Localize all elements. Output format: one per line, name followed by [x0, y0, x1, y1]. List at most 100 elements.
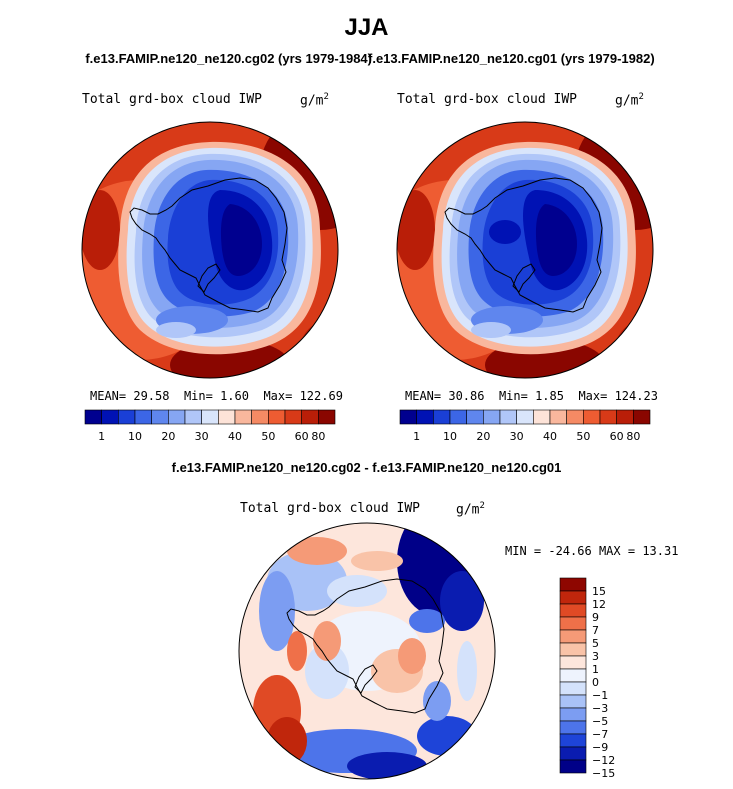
colorbar-swatch	[218, 409, 236, 425]
colorbar-tick-label: 10	[443, 430, 457, 443]
coastline	[197, 263, 221, 293]
panel2-stats: MEAN= 30.86 Min= 1.85 Max= 124.23	[405, 389, 658, 403]
colorbar-tick-label: 40	[228, 430, 242, 443]
colorbar-swatch	[559, 590, 587, 605]
panel1-colorbar: 1 10 20 30 40 50 60 80	[84, 409, 336, 443]
field-fill	[287, 537, 347, 565]
panel1-var-title: Total grd-box cloud IWP	[82, 92, 263, 107]
colorbar-swatch	[559, 759, 587, 774]
colorbar-swatch	[134, 409, 152, 425]
colorbar-swatch	[559, 655, 587, 670]
field-layer	[82, 122, 338, 378]
field-layer	[397, 122, 653, 378]
colorbar-swatch	[533, 409, 551, 425]
panel2-units: g/m2	[615, 92, 644, 108]
panel3-min-label: MIN =	[505, 544, 542, 558]
panel1-units: g/m2	[300, 92, 329, 108]
case-right-title: f.e13.FAMIP.ne120_ne120.cg01 (yrs 1979-1…	[368, 51, 655, 66]
panel3-max: 13.31	[642, 544, 679, 558]
panel1-map	[81, 121, 339, 379]
colorbar-swatch	[559, 733, 587, 748]
colorbar-tick-label: −3	[592, 702, 608, 715]
colorbar-tick-label: −5	[592, 715, 608, 728]
panel3-units-base: g/m	[456, 502, 480, 518]
colorbar-tick-label: 12	[592, 598, 606, 611]
colorbar-swatch	[168, 409, 186, 425]
panel1-min-label: Min=	[183, 389, 213, 403]
coastline	[354, 664, 378, 694]
colorbar-tick-label: 20	[476, 430, 490, 443]
field-fill	[440, 571, 484, 631]
colorbar-tick-label: 60	[610, 430, 624, 443]
colorbar-swatch	[559, 681, 587, 696]
panel1-min: 1.60	[220, 389, 249, 403]
field-fill	[313, 621, 341, 661]
colorbar-tick-label: 50	[261, 430, 275, 443]
panel1-max: 122.69	[299, 389, 343, 403]
field-fill	[327, 575, 387, 607]
colorbar-tick-label: 60	[295, 430, 309, 443]
field-fill	[259, 571, 295, 651]
colorbar-swatch	[549, 409, 567, 425]
colorbar-tick-label: 30	[195, 430, 209, 443]
colorbar-swatch	[399, 409, 417, 425]
map-boundary	[396, 121, 654, 379]
diff-title: f.e13.FAMIP.ne120_ne120.cg02 - f.e13.FAM…	[171, 460, 562, 475]
colorbar-swatch	[559, 694, 587, 709]
field-fill	[423, 681, 451, 721]
colorbar-swatch	[318, 409, 336, 425]
colorbar-swatch	[449, 409, 467, 425]
colorbar-tick-label: −1	[592, 689, 608, 702]
panel2-mean-label: MEAN=	[405, 389, 442, 403]
colorbar-swatch	[151, 409, 169, 425]
colorbar-swatch	[499, 409, 517, 425]
panel3-max-label: MAX =	[598, 544, 636, 558]
colorbar-tick-label: 7	[592, 624, 599, 637]
field-fill	[287, 631, 307, 671]
field-fill	[489, 220, 521, 244]
field-fill	[347, 752, 427, 779]
colorbar-tick-label: 9	[592, 611, 599, 624]
panel3-units: g/m2	[456, 501, 485, 517]
field-fill	[397, 190, 435, 270]
colorbar-tick-label: 10	[128, 430, 142, 443]
map-boundary	[238, 522, 496, 780]
colorbar-tick-label: 40	[543, 430, 557, 443]
colorbar-tick-label: 50	[576, 430, 590, 443]
field-fill	[305, 643, 349, 699]
panel3-var-title: Total grd-box cloud IWP	[240, 501, 421, 516]
panel2-max-label: Max=	[578, 389, 608, 403]
colorbar-tick-label: 1	[413, 430, 420, 443]
panel2-map	[396, 121, 654, 379]
field-fill	[535, 204, 577, 276]
panel1-mean: 29.58	[133, 389, 170, 403]
colorbar-tick-label: 20	[161, 430, 175, 443]
field-fill	[457, 641, 477, 701]
colorbar-swatch	[559, 577, 587, 592]
panel2-var-title: Total grd-box cloud IWP	[397, 92, 578, 107]
panel1-units-base: g/m	[300, 93, 324, 109]
panel1-max-label: Max=	[263, 389, 293, 403]
colorbar-swatch	[633, 409, 651, 425]
colorbar-swatch	[268, 409, 286, 425]
colorbar-swatch	[559, 707, 587, 722]
panel2-max: 124.23	[614, 389, 658, 403]
panel2-mean: 30.86	[448, 389, 485, 403]
field-fill	[267, 717, 307, 765]
colorbar-swatch	[566, 409, 584, 425]
colorbar-swatch	[118, 409, 136, 425]
field-fill	[220, 204, 262, 276]
colorbar-swatch	[516, 409, 534, 425]
field-fill	[409, 609, 445, 633]
panel2-min-label: Min=	[498, 389, 528, 403]
panel3-map	[238, 522, 496, 780]
field-fill	[351, 551, 403, 571]
panel1-mean-label: MEAN=	[90, 389, 127, 403]
colorbar-swatch	[101, 409, 119, 425]
colorbar-tick-label: 15	[592, 585, 606, 598]
colorbar-swatch	[201, 409, 219, 425]
colorbar-swatch	[483, 409, 501, 425]
colorbar-swatch	[284, 409, 302, 425]
colorbar-swatch	[616, 409, 634, 425]
